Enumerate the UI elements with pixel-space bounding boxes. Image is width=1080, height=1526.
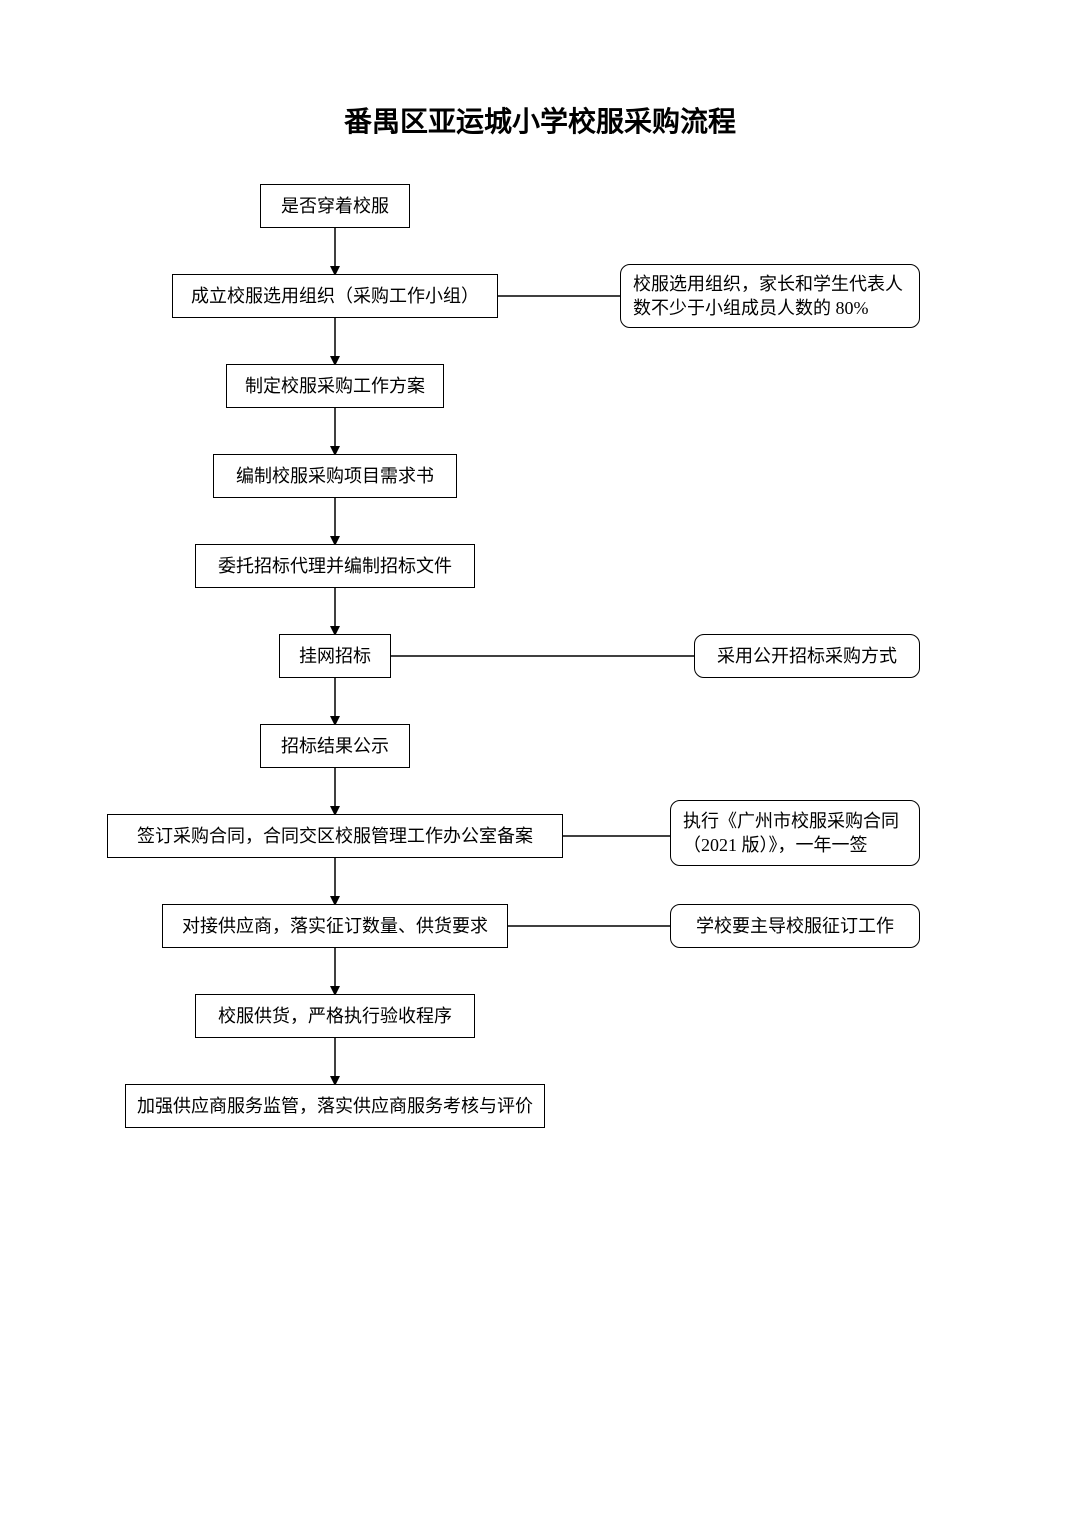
flow-node-n9: 对接供应商，落实征订数量、供货要求 bbox=[162, 904, 508, 948]
flow-node-n1: 是否穿着校服 bbox=[260, 184, 410, 228]
connectors bbox=[0, 0, 1080, 1526]
flow-node-n8: 签订采购合同，合同交区校服管理工作办公室备案 bbox=[107, 814, 563, 858]
flow-note-a6: 采用公开招标采购方式 bbox=[694, 634, 920, 678]
page-title: 番禺区亚运城小学校服采购流程 bbox=[0, 100, 1080, 140]
flow-node-n4: 编制校服采购项目需求书 bbox=[213, 454, 457, 498]
flow-node-n5: 委托招标代理并编制招标文件 bbox=[195, 544, 475, 588]
flow-note-a2: 校服选用组织，家长和学生代表人数不少于小组成员人数的 80% bbox=[620, 264, 920, 328]
flow-note-a8: 执行《广州市校服采购合同（2021 版）》，一年一签 bbox=[670, 800, 920, 866]
flow-node-n3: 制定校服采购工作方案 bbox=[226, 364, 444, 408]
page: 番禺区亚运城小学校服采购流程 是否穿着校服成立校服选用组织（采购工作小组） 制定校… bbox=[0, 0, 1080, 1526]
flow-node-n11: 加强供应商服务监管，落实供应商服务考核与评价 bbox=[125, 1084, 545, 1128]
flow-node-n2: 成立校服选用组织（采购工作小组） bbox=[172, 274, 498, 318]
flow-node-n6: 挂网招标 bbox=[279, 634, 391, 678]
flow-node-n10: 校服供货，严格执行验收程序 bbox=[195, 994, 475, 1038]
flow-node-n7: 招标结果公示 bbox=[260, 724, 410, 768]
flow-note-a9: 学校要主导校服征订工作 bbox=[670, 904, 920, 948]
